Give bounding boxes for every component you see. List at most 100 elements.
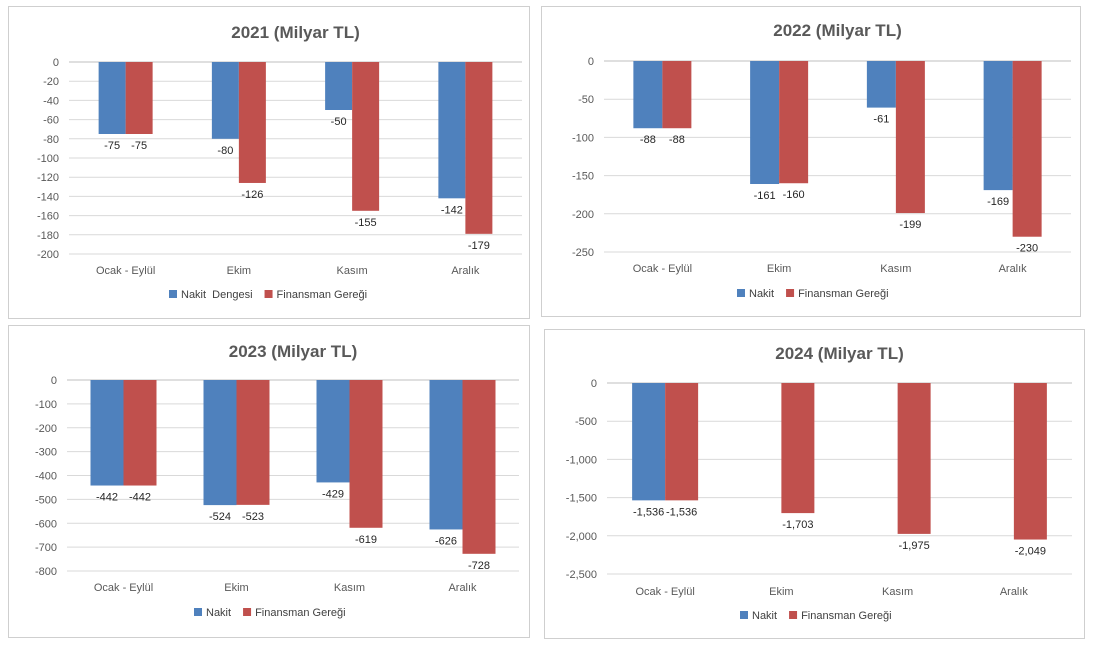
chart-title: 2023 (Milyar TL) bbox=[229, 342, 358, 361]
data-label: -626 bbox=[435, 535, 457, 547]
chart-panel-2021: 2021 (Milyar TL) 0 -20 -40 -60 -80 -100 -120 -14… bbox=[8, 6, 530, 319]
x-category-label: Aralık bbox=[451, 265, 480, 277]
y-tick-label: -250 bbox=[572, 247, 594, 259]
bar-series1 bbox=[98, 62, 126, 134]
bar-series2 bbox=[238, 62, 266, 183]
y-tick-label: -200 bbox=[37, 249, 59, 261]
bar-series2 bbox=[352, 62, 380, 211]
x-category-label: Ocak - Eylül bbox=[96, 265, 155, 277]
y-tick-label: -600 bbox=[35, 518, 57, 530]
chart-panel-2022: 2022 (Milyar TL) 0 -50 -100 -150 -200 -250 -88 -… bbox=[541, 6, 1081, 317]
legend-swatch bbox=[243, 608, 252, 616]
data-label: -161 bbox=[754, 190, 776, 202]
data-label: -728 bbox=[468, 560, 490, 572]
x-category-label: Ekim bbox=[227, 265, 251, 277]
legend-swatch bbox=[169, 290, 177, 298]
data-label: -442 bbox=[96, 492, 118, 504]
bar-series2 bbox=[125, 62, 153, 134]
data-label: -88 bbox=[640, 134, 656, 146]
legend-label: Finansman Gereği bbox=[801, 610, 892, 622]
bar-series2 bbox=[665, 383, 699, 501]
bar-series2 bbox=[662, 61, 692, 129]
chart-panel-2023: 2023 (Milyar TL) 0 -100 -200 -300 -400 -500 -60… bbox=[8, 325, 530, 638]
bar-series1 bbox=[325, 62, 353, 110]
bar-chart-2022: 2022 (Milyar TL) 0 -50 -100 -150 -200 -250 -88 -… bbox=[572, 21, 1071, 300]
x-category-label: Aralık bbox=[999, 263, 1028, 275]
y-tick-label: -180 bbox=[37, 230, 59, 242]
bar-series1 bbox=[438, 62, 466, 199]
x-category-label: Ekim bbox=[769, 586, 793, 598]
data-label: -142 bbox=[441, 204, 463, 216]
y-tick-label: -1,500 bbox=[566, 493, 597, 505]
bar-chart-2021: 2021 (Milyar TL) 0 -20 -40 -60 -80 -100 -120 -14… bbox=[37, 23, 522, 301]
data-label: -1,536 bbox=[666, 506, 697, 518]
data-label: -442 bbox=[129, 492, 151, 504]
chart-panel-2024: 2024 (Milyar TL) 0 -500 -1,000 -1,500 -2,000 -… bbox=[544, 329, 1085, 639]
data-label: -80 bbox=[217, 145, 233, 157]
legend-label: Nakit bbox=[749, 288, 774, 300]
bar-chart-2023: 2023 (Milyar TL) 0 -100 -200 -300 -400 -500 -60… bbox=[35, 342, 519, 619]
chart-title: 2021 (Milyar TL) bbox=[231, 23, 360, 42]
y-tick-label: -20 bbox=[43, 76, 59, 88]
y-tick-label: -1,000 bbox=[566, 454, 597, 466]
y-tick-label: -500 bbox=[35, 494, 57, 506]
y-tick-label: -700 bbox=[35, 542, 57, 554]
legend-swatch bbox=[789, 611, 798, 619]
bar-series2 bbox=[349, 380, 383, 528]
bar-series2 bbox=[1013, 383, 1047, 540]
data-label: -1,536 bbox=[633, 506, 664, 518]
data-label: -619 bbox=[355, 534, 377, 546]
bar-series1 bbox=[90, 380, 124, 486]
y-tick-label: -150 bbox=[572, 171, 594, 183]
x-category-label: Ocak - Eylül bbox=[633, 263, 692, 275]
y-tick-label: 0 bbox=[51, 375, 57, 387]
y-tick-label: -160 bbox=[37, 211, 59, 223]
data-label: -179 bbox=[468, 240, 490, 252]
legend-label: Finansman Gereği bbox=[277, 289, 368, 301]
bar-series1 bbox=[316, 380, 350, 483]
y-tick-label: -100 bbox=[35, 399, 57, 411]
legend-label: Finansman Gereği bbox=[798, 288, 889, 300]
x-category-label: Kasım bbox=[880, 263, 911, 275]
bar-series2 bbox=[781, 383, 815, 514]
bar-series1 bbox=[633, 61, 663, 129]
bar-series2 bbox=[123, 380, 157, 486]
x-category-label: Kasım bbox=[334, 582, 365, 594]
y-tick-label: -50 bbox=[578, 94, 594, 106]
y-tick-label: -300 bbox=[35, 447, 57, 459]
bar-series2 bbox=[779, 61, 809, 184]
data-label: -169 bbox=[987, 196, 1009, 208]
legend-label: Nakit bbox=[206, 607, 231, 619]
data-label: -155 bbox=[355, 217, 377, 229]
bar-series1 bbox=[866, 61, 896, 108]
x-category-label: Ekim bbox=[224, 582, 248, 594]
legend-label: Nakit bbox=[752, 610, 777, 622]
y-tick-label: -100 bbox=[37, 153, 59, 165]
data-label: -160 bbox=[783, 189, 805, 201]
bar-series2 bbox=[1012, 61, 1042, 237]
legend-swatch bbox=[264, 290, 273, 298]
data-label: -1,703 bbox=[782, 519, 813, 531]
data-label: -199 bbox=[899, 219, 921, 231]
legend-swatch bbox=[737, 289, 745, 297]
x-category-label: Ocak - Eylül bbox=[94, 582, 153, 594]
x-category-label: Kasım bbox=[882, 586, 913, 598]
bar-series2 bbox=[895, 61, 925, 214]
data-label: -524 bbox=[209, 511, 231, 523]
x-category-label: Ocak - Eylül bbox=[635, 586, 694, 598]
bar-series2 bbox=[897, 383, 931, 534]
bar-series1 bbox=[429, 380, 463, 530]
bar-series1 bbox=[211, 62, 239, 139]
y-tick-label: -200 bbox=[35, 423, 57, 435]
data-label: -88 bbox=[669, 134, 685, 146]
data-label: -126 bbox=[241, 189, 263, 201]
y-tick-label: -200 bbox=[572, 209, 594, 221]
y-tick-label: 0 bbox=[588, 56, 594, 68]
y-tick-label: -800 bbox=[35, 566, 57, 578]
y-tick-label: -60 bbox=[43, 115, 59, 127]
bar-series1 bbox=[203, 380, 237, 506]
legend-label: Nakit Dengesi bbox=[181, 289, 253, 301]
y-tick-label: 0 bbox=[53, 57, 59, 69]
y-tick-label: -400 bbox=[35, 471, 57, 483]
y-tick-label: -100 bbox=[572, 132, 594, 144]
